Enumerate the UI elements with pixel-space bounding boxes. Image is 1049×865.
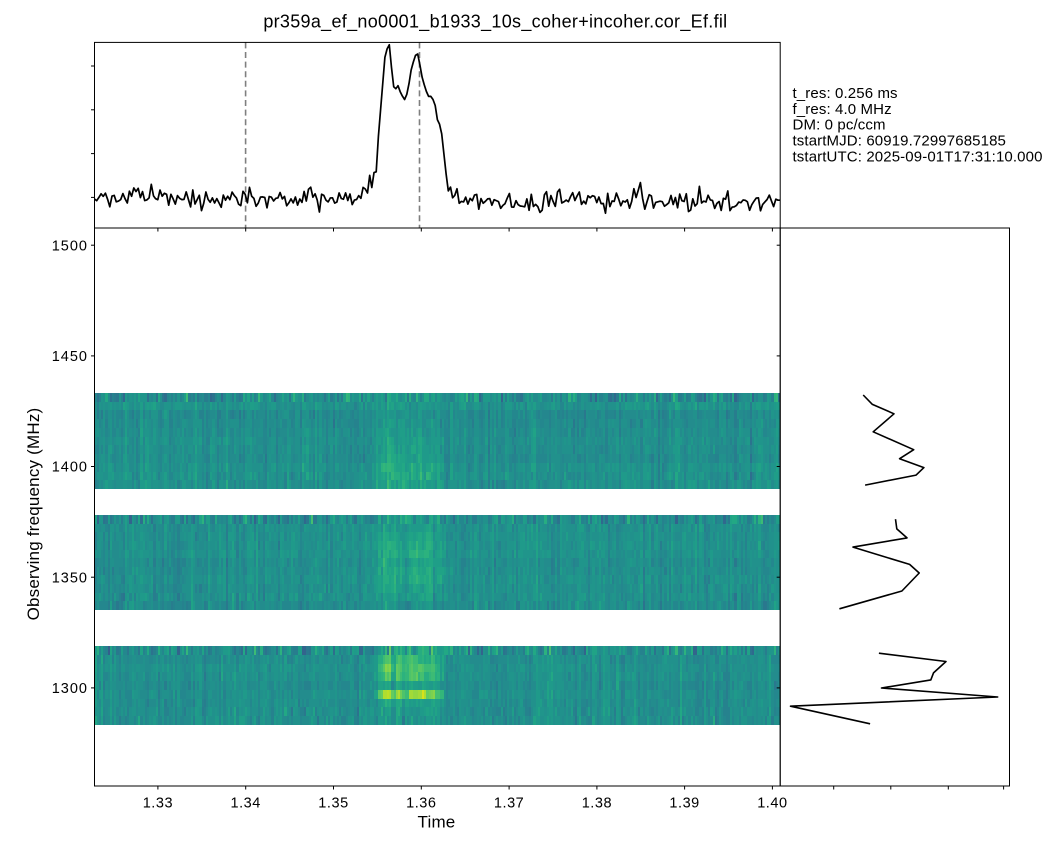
svg-text:t_res: 0.256 ms: t_res: 0.256 ms: [793, 85, 898, 102]
svg-text:1.38: 1.38: [582, 796, 612, 812]
svg-text:tstartMJD: 60919.72997685185: tstartMJD: 60919.72997685185: [793, 132, 1007, 149]
svg-text:f_res: 4.0 MHz: f_res: 4.0 MHz: [793, 101, 892, 118]
svg-text:1.33: 1.33: [143, 796, 173, 812]
svg-text:Time: Time: [418, 812, 456, 831]
svg-text:tstartUTC: 2025-09-01T17:31:10: tstartUTC: 2025-09-01T17:31:10.000: [793, 148, 1043, 165]
svg-text:Observing frequency (MHz): Observing frequency (MHz): [24, 408, 43, 621]
svg-text:1500: 1500: [52, 238, 88, 254]
svg-text:1.37: 1.37: [494, 796, 524, 812]
svg-text:1.34: 1.34: [230, 796, 260, 812]
svg-text:1.36: 1.36: [406, 796, 436, 812]
svg-text:1350: 1350: [52, 570, 88, 586]
svg-text:1.39: 1.39: [669, 796, 699, 812]
svg-text:1400: 1400: [52, 460, 88, 476]
svg-text:pr359a_ef_no0001_b1933_10s_coh: pr359a_ef_no0001_b1933_10s_coher+incoher…: [263, 12, 727, 33]
svg-text:1.40: 1.40: [757, 796, 787, 812]
svg-text:1.35: 1.35: [318, 796, 348, 812]
svg-text:1450: 1450: [52, 349, 88, 365]
svg-text:1300: 1300: [52, 681, 88, 697]
svg-text:DM: 0 pc/ccm: DM: 0 pc/ccm: [793, 117, 886, 134]
